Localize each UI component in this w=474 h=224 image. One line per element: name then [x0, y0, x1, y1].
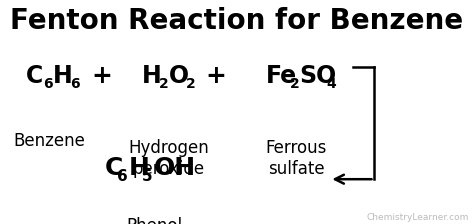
- Text: 6: 6: [117, 169, 128, 184]
- Text: SO: SO: [300, 64, 337, 88]
- Text: 6: 6: [70, 77, 80, 91]
- Text: Fenton Reaction for Benzene: Fenton Reaction for Benzene: [10, 7, 464, 35]
- Text: 2: 2: [159, 77, 169, 91]
- Text: Phenol: Phenol: [126, 217, 182, 224]
- Text: +: +: [91, 64, 112, 88]
- Text: H: H: [128, 156, 149, 180]
- Text: H: H: [53, 64, 73, 88]
- Text: Fe: Fe: [265, 64, 297, 88]
- Text: OH: OH: [153, 156, 195, 180]
- Text: 4: 4: [327, 77, 336, 91]
- Text: Benzene: Benzene: [14, 132, 86, 150]
- Text: 6: 6: [43, 77, 53, 91]
- Text: ChemistryLearner.com: ChemistryLearner.com: [367, 213, 469, 222]
- Text: Hydrogen
peroxide: Hydrogen peroxide: [128, 139, 209, 178]
- Text: C: C: [104, 156, 123, 180]
- Text: H: H: [142, 64, 162, 88]
- Text: 5: 5: [142, 169, 153, 184]
- Text: +: +: [205, 64, 226, 88]
- Text: O: O: [169, 64, 189, 88]
- Text: Ferrous
sulfate: Ferrous sulfate: [265, 139, 327, 178]
- Text: C: C: [26, 64, 43, 88]
- Text: 2: 2: [290, 77, 299, 91]
- Text: 2: 2: [186, 77, 196, 91]
